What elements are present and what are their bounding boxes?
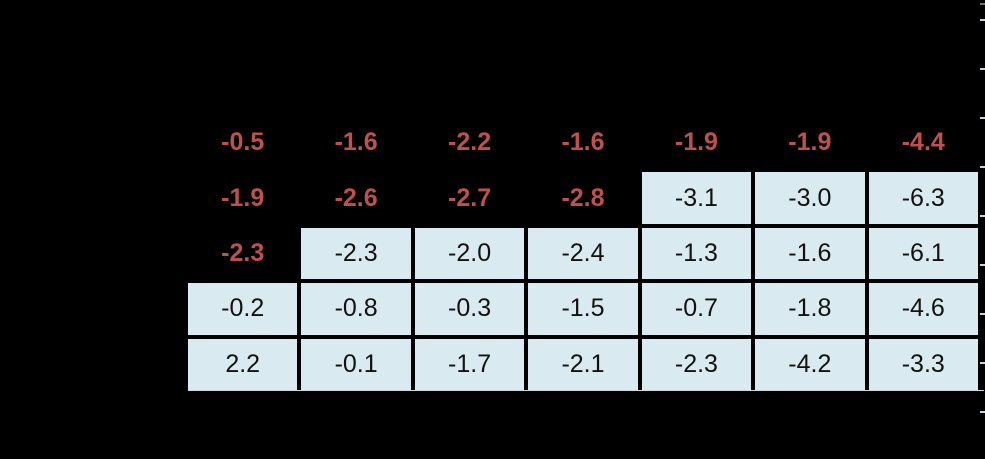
table-cell: -6.3 [868, 172, 978, 224]
table-cell: -2.8 [561, 183, 605, 212]
right-axis-tick [980, 264, 985, 266]
table-cell: -1.6 [561, 128, 605, 157]
table-cell: -2.7 [448, 183, 492, 212]
table-cell: -4.2 [755, 338, 865, 390]
table-cell: -0.5 [221, 128, 265, 157]
table-cell: -1.9 [788, 128, 832, 157]
right-axis-tick [980, 362, 985, 364]
table-cell: -1.8 [755, 283, 865, 335]
table-cell: -0.2 [188, 283, 298, 335]
table-cell: -1.9 [674, 128, 718, 157]
axis-baseline [188, 390, 984, 391]
table-cell: -2.3 [641, 338, 752, 390]
table-cell: -4.4 [901, 128, 945, 157]
table-cell: -2.1 [528, 338, 638, 390]
table-cell: -2.3 [301, 227, 411, 280]
table-cell: -3.3 [868, 338, 978, 390]
right-axis-tick [980, 166, 985, 168]
table-cell: -3.1 [641, 172, 752, 224]
table-cell: -1.7 [414, 338, 525, 390]
right-axis-tick [980, 313, 985, 315]
table-cell: 2.2 [188, 338, 298, 390]
right-axis-tick [980, 117, 985, 119]
right-axis-tick [980, 19, 985, 21]
table-cell: -0.3 [414, 283, 525, 335]
table-cell: -3.0 [755, 172, 865, 224]
table-cell: -1.5 [528, 283, 638, 335]
right-axis-tick [980, 411, 985, 413]
table-cell: -0.7 [641, 283, 752, 335]
table-cell: -1.6 [755, 227, 865, 280]
right-axis-tick [980, 68, 985, 70]
table-cell: -2.4 [528, 227, 638, 280]
table-cell: -0.1 [301, 338, 411, 390]
table-cell: -2.2 [448, 128, 492, 157]
table-cell: -1.6 [334, 128, 378, 157]
table-cell: -0.8 [301, 283, 411, 335]
table-cell: -4.6 [868, 283, 978, 335]
right-axis-tick [980, 215, 985, 217]
table-cell: -1.3 [641, 227, 752, 280]
table-cell: -2.0 [414, 227, 525, 280]
right-axis-tick [980, 3, 985, 5]
table-cell: -6.1 [868, 227, 978, 280]
table-cell: -1.9 [221, 183, 265, 212]
table-cell: -2.3 [221, 238, 265, 267]
table-cell: -2.6 [334, 183, 378, 212]
data-table: -0.5 -1.6 -2.2 -1.6 -1.9 -1.9 -4.4 -1.9 … [188, 117, 978, 390]
